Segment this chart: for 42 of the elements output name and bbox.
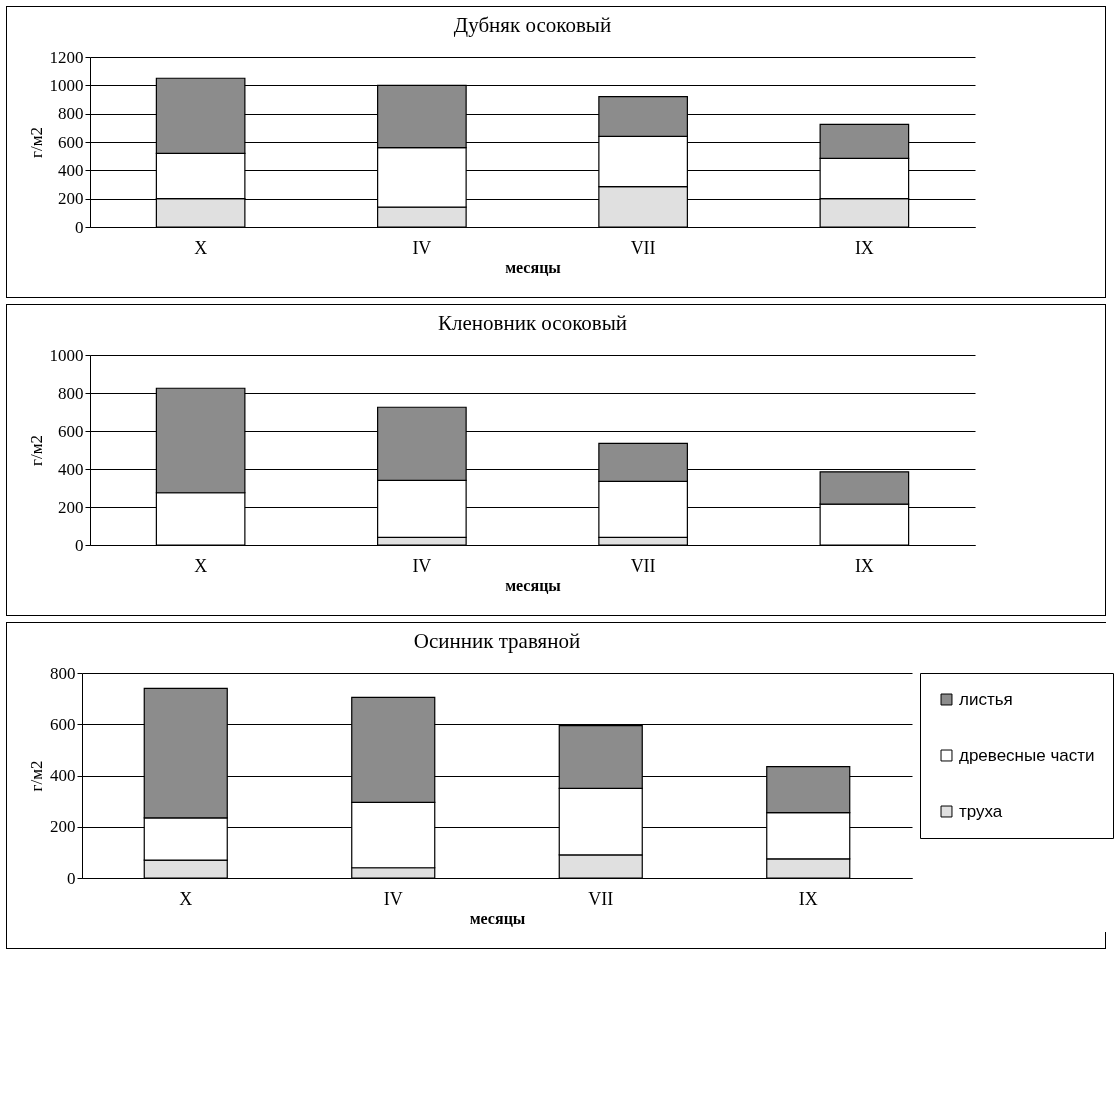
chart-title: Осинник травяной [413, 629, 581, 653]
y-tick-label: 1200 [49, 47, 84, 67]
y-tick-label: 800 [58, 383, 84, 403]
y-tick-label: 400 [50, 766, 76, 785]
y-tick-label: 200 [58, 497, 84, 517]
legend-label: древесные части [959, 745, 1095, 765]
y-axis-title: г/м2 [26, 127, 46, 158]
chart-title: Кленовник осоковый [437, 311, 628, 335]
y-axis-title: г/м2 [27, 760, 46, 792]
y-tick-label: 200 [50, 817, 76, 837]
x-tick-label: IX [798, 888, 818, 909]
x-tick-label: X [194, 237, 208, 258]
y-tick-label: 600 [58, 421, 84, 441]
legend-label: труха [959, 801, 1003, 821]
x-axis-title: месяцы [469, 909, 526, 927]
x-axis-title: месяцы [505, 576, 562, 594]
y-tick-label: 0 [67, 868, 76, 888]
y-tick-label: 400 [58, 459, 84, 479]
y-tick-label: 800 [50, 663, 76, 683]
y-tick-label: 600 [50, 714, 76, 734]
y-axis-title: г/м2 [26, 435, 46, 466]
x-tick-label: X [194, 555, 208, 576]
y-tick-label: 1000 [49, 345, 84, 365]
y-tick-label: 200 [58, 189, 84, 209]
x-axis-title: месяцы [505, 258, 562, 276]
x-tick-label: VII [630, 237, 656, 258]
y-tick-label: 1000 [49, 75, 84, 95]
y-tick-label: 0 [75, 217, 84, 237]
x-tick-label: VII [630, 555, 656, 576]
legend-label: листья [959, 689, 1013, 709]
x-tick-label: IV [383, 888, 403, 909]
x-tick-label: X [179, 888, 193, 909]
chart-title: Дубняк осоковый [453, 13, 612, 37]
y-tick-label: 600 [58, 132, 84, 152]
x-tick-label: VII [588, 888, 614, 909]
y-tick-label: 0 [75, 535, 84, 555]
y-tick-label: 800 [58, 104, 84, 124]
x-tick-label: IV [412, 555, 432, 576]
x-tick-label: IX [854, 555, 874, 576]
y-tick-label: 400 [58, 160, 84, 180]
x-tick-label: IX [854, 237, 874, 258]
x-tick-label: IV [412, 237, 432, 258]
